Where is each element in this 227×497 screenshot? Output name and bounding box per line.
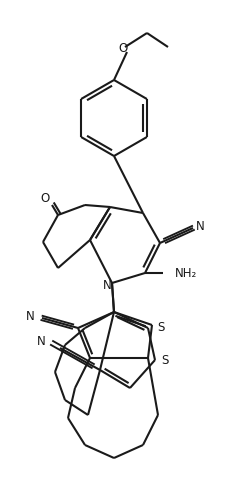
Text: O: O [118,42,127,55]
Text: O: O [40,191,49,204]
Text: N: N [37,334,46,347]
Text: S: S [161,353,168,366]
Text: N: N [195,220,203,233]
Text: N: N [102,278,111,292]
Text: N: N [26,310,35,323]
Text: NH₂: NH₂ [174,266,196,279]
Text: S: S [157,321,164,333]
